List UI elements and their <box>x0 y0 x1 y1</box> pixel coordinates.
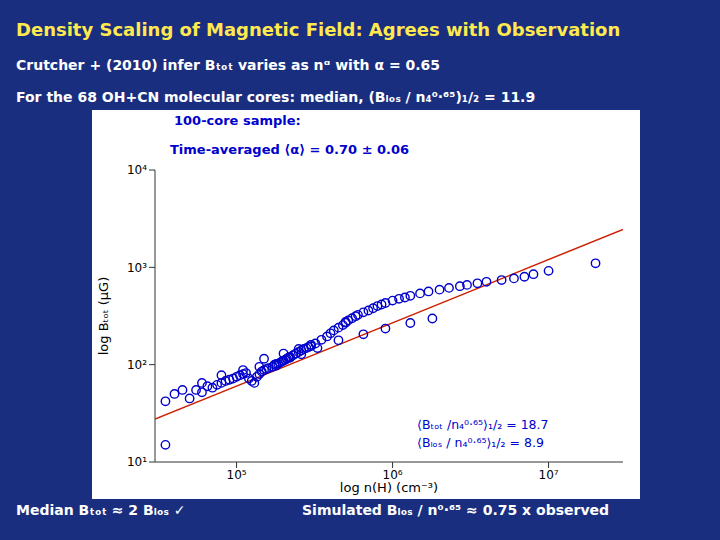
svg-text:10⁴: 10⁴ <box>127 163 147 177</box>
svg-text:10³: 10³ <box>127 261 147 275</box>
html-text:Median Bₜₒₜ ≈ 2 Bₗₒₛ ✓: Median Bₜₒₜ ≈ 2 Bₗₒₛ ✓ <box>16 502 186 518</box>
html-text:For the 68 OH+CN molecular cor: For the 68 OH+CN molecular cores: median… <box>16 89 536 105</box>
html-text:Time-averaged ⟨α⟩ = 0.70 ± 0.0: Time-averaged ⟨α⟩ = 0.70 ± 0.06 <box>170 142 410 157</box>
html-text:100-core sample:: 100-core sample: <box>174 113 301 128</box>
svg-text:10⁶: 10⁶ <box>382 467 403 482</box>
html-text:Density Scaling of Magnetic Fi: Density Scaling of Magnetic Field: Agree… <box>16 19 621 40</box>
svg-text:10⁵: 10⁵ <box>227 468 247 482</box>
svg-text:10¹: 10¹ <box>127 455 147 469</box>
svg-text:log Bₜₒₜ (μG): log Bₜₒₜ (μG) <box>96 277 111 356</box>
html-text:Crutcher + (2010) infer Bₜₒₜ v: Crutcher + (2010) infer Bₜₒₜ varies as n… <box>16 57 441 73</box>
html-text:Simulated Bₗₒₛ / n⁰·⁶⁵ ≈ 0.75: Simulated Bₗₒₛ / n⁰·⁶⁵ ≈ 0.75 x observed <box>302 502 609 518</box>
html-text:⟨Bₗₒₛ / n₄⁰·⁶⁵⟩₁/₂ = 8.9: ⟨Bₗₒₛ / n₄⁰·⁶⁵⟩₁/₂ = 8.9 <box>417 435 544 450</box>
svg-text:10²: 10² <box>127 358 147 372</box>
svg-text:10⁷: 10⁷ <box>539 468 559 482</box>
svg-text:log n(H) (cm⁻³): log n(H) (cm⁻³) <box>340 480 438 495</box>
html-text:⟨Bₜₒₜ /n₄⁰·⁶⁵⟩₁/₂ = 18.7: ⟨Bₜₒₜ /n₄⁰·⁶⁵⟩₁/₂ = 18.7 <box>417 417 549 432</box>
